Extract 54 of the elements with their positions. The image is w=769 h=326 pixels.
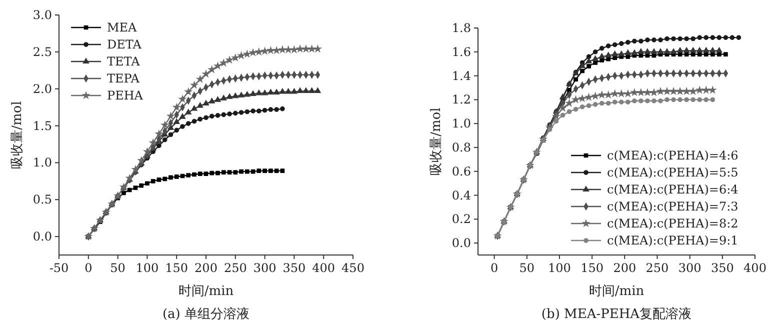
x-axis-title: 时间/min bbox=[178, 284, 234, 299]
x-tick-label: 450 bbox=[342, 261, 364, 275]
y-tick-label: 0.6 bbox=[452, 164, 471, 178]
x-tick-label: 300 bbox=[253, 261, 276, 275]
x-tick-label: -50 bbox=[49, 261, 69, 275]
x-tick-label: 150 bbox=[580, 261, 604, 275]
legend-label: c(MEA):c(PEHA)=5:5 bbox=[607, 166, 738, 180]
y-tick-label: 0.0 bbox=[32, 230, 52, 244]
x-tick-label: 100 bbox=[548, 261, 571, 275]
text: (b) MEA-PEHA复配溶液 bbox=[541, 306, 692, 322]
y-axis-title: 吸收量/mol bbox=[429, 108, 444, 176]
x-tick-label: 250 bbox=[646, 261, 669, 275]
x-tick-label: 0 bbox=[84, 261, 92, 275]
y-tick-label: 1.6 bbox=[452, 44, 471, 59]
y-axis-title: 吸收量/mol bbox=[10, 101, 25, 169]
legend-label: DETA bbox=[107, 38, 142, 52]
x-axis-title: 时间/min bbox=[588, 284, 645, 299]
text: (a) 单组分溶液 bbox=[162, 306, 250, 322]
x-tick-label: 200 bbox=[194, 261, 218, 275]
legend-label: c(MEA):c(PEHA)=6:4 bbox=[607, 182, 739, 196]
x-tick-label: 200 bbox=[613, 261, 636, 275]
y-tick-label: 0.8 bbox=[452, 140, 471, 154]
legend-label: c(MEA):c(PEHA)=7:3 bbox=[607, 200, 738, 214]
y-tick-label: 0.0 bbox=[452, 236, 471, 250]
x-tick-label: 100 bbox=[136, 261, 159, 275]
y-tick-label: 2.0 bbox=[32, 82, 52, 96]
legend-label: PEHA bbox=[107, 88, 144, 102]
x-tick-label: 300 bbox=[678, 261, 702, 275]
x-tick-label: 150 bbox=[165, 261, 188, 275]
legend-label: c(MEA):c(PEHA)=9:1 bbox=[607, 234, 738, 248]
x-tick-label: 400 bbox=[312, 261, 336, 275]
legend-label: c(MEA):c(PEHA)=8:2 bbox=[607, 216, 738, 230]
y-tick-label: 1.4 bbox=[452, 68, 472, 83]
y-tick-label: 1.0 bbox=[452, 116, 471, 131]
y-tick-label: 3.0 bbox=[32, 8, 52, 22]
y-tick-label: 0.2 bbox=[452, 212, 471, 226]
x-tick-label: 50 bbox=[110, 261, 126, 275]
x-tick-label: 0 bbox=[490, 261, 498, 275]
x-tick-label: 350 bbox=[282, 261, 306, 275]
legend-label: c(MEA):c(PEHA)=4:6 bbox=[607, 148, 738, 162]
y-tick-label: 1.5 bbox=[32, 118, 52, 133]
y-tick-label: 0.5 bbox=[32, 192, 52, 207]
y-tick-label: 1.0 bbox=[32, 156, 52, 170]
legend-label: MEA bbox=[107, 20, 138, 34]
legend-label: TETA bbox=[107, 54, 140, 68]
y-tick-label: 1.2 bbox=[452, 92, 471, 107]
y-tick-label: 1.8 bbox=[452, 21, 471, 35]
x-tick-label: 350 bbox=[710, 261, 734, 275]
x-tick-label: 400 bbox=[744, 261, 766, 275]
y-tick-label: 0.4 bbox=[452, 188, 472, 202]
y-tick-label: 2.5 bbox=[32, 44, 52, 59]
x-tick-label: 50 bbox=[519, 261, 535, 275]
legend-label: TEPA bbox=[107, 72, 140, 86]
x-tick-label: 250 bbox=[224, 261, 247, 275]
